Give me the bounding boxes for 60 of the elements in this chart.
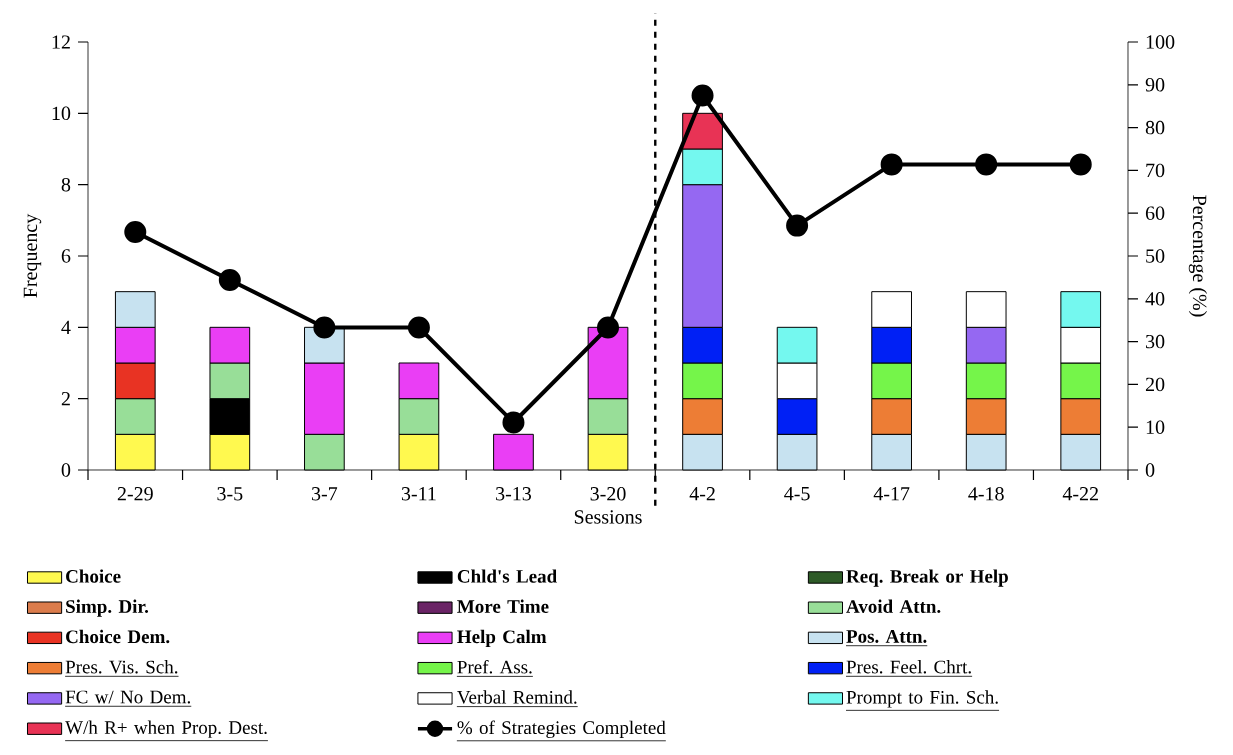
x-tick-label: 4-2 <box>689 487 715 501</box>
x-axis-title: Sessions <box>574 510 642 524</box>
y-tick-label: 4 <box>61 320 71 334</box>
y2-tick-label: 80 <box>1145 120 1165 135</box>
legend-label: FC w/ No Dem. <box>65 690 191 704</box>
legend-label: Pres. Feel. Chrt. <box>846 660 971 674</box>
y2-tick-label: 30 <box>1146 334 1165 349</box>
y2-tick-label: 0 <box>1145 463 1155 477</box>
legend-label: Pref. Ass. <box>457 659 532 674</box>
x-tick-label: 4-5 <box>784 487 810 501</box>
legend-label: Chld's Lead <box>457 569 557 583</box>
legend-label: Choice <box>66 569 121 583</box>
point <box>786 214 809 237</box>
legend-label: W/h R+ when Prop. Dest. <box>65 720 267 738</box>
y-tick-label: 6 <box>61 249 71 263</box>
y2-axis-title: Percentage (%) <box>1188 195 1208 317</box>
legend-label: Pres. Vis. Sch. <box>65 660 178 674</box>
y2-tick-label: 60 <box>1145 206 1165 220</box>
legend-label: Pos. Attn. <box>846 630 927 643</box>
y-tick-label: 12 <box>52 35 70 49</box>
y-axis-title: Frequency <box>23 213 42 298</box>
legend-label: % of Strategies Completed <box>457 720 666 738</box>
point <box>313 316 336 339</box>
x-tick-label: 4-17 <box>873 487 910 501</box>
point <box>218 268 241 291</box>
legend-label: Choice Dem. <box>66 629 170 644</box>
legend-label: Prompt to Fin. Sch. <box>846 690 998 708</box>
y-tick-label: 2 <box>61 392 70 406</box>
x-tick-label: 4-22 <box>1062 487 1098 501</box>
y2-tick-label: 90 <box>1145 78 1165 92</box>
point <box>975 153 998 176</box>
y2-tick-label: 20 <box>1145 377 1165 392</box>
point <box>597 316 619 339</box>
point <box>880 153 903 176</box>
x-tick-label: 4-18 <box>968 487 1004 501</box>
point <box>1069 153 1092 176</box>
y-tick-label: 8 <box>61 177 71 192</box>
legend-label: Avoid Attn. <box>846 599 941 614</box>
y2-tick-label: 100 <box>1146 35 1175 49</box>
y2-tick-label: 40 <box>1145 292 1165 306</box>
legend-label: Help Calm <box>457 629 547 647</box>
x-tick-label: 2-29 <box>117 487 153 501</box>
legend-label: Verbal Remind. <box>457 690 577 704</box>
point <box>691 84 714 107</box>
x-tick-label: 3-11 <box>401 487 436 501</box>
legend-label: Req. Break or Help <box>846 569 1008 587</box>
y-tick-label: 10 <box>52 106 71 121</box>
legend-label: Simp. Dir. <box>66 599 149 617</box>
legend-label: More Time <box>457 599 549 613</box>
point <box>502 411 525 434</box>
y2-tick-label: 10 <box>1146 420 1165 434</box>
x-tick-label: 3-20 <box>590 487 626 501</box>
x-tick-label: 3-7 <box>312 487 338 501</box>
x-tick-label: 3-5 <box>217 487 243 501</box>
point <box>124 221 147 244</box>
point <box>407 316 430 339</box>
y2-tick-label: 50 <box>1146 249 1165 263</box>
y-tick-label: 0 <box>61 463 71 477</box>
y2-tick-label: 70 <box>1146 163 1165 178</box>
x-tick-label: 3-13 <box>496 487 532 501</box>
